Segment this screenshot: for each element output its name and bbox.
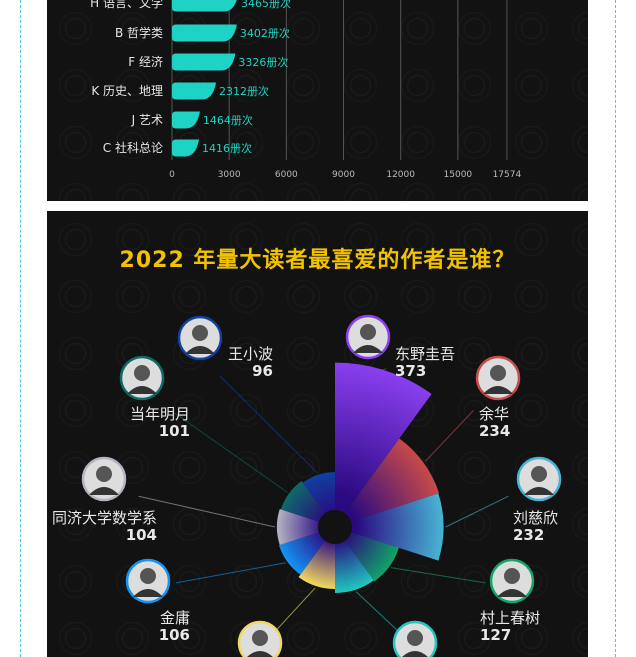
category-label: F 经济 [128, 54, 163, 69]
category-label: J 艺术 [131, 113, 163, 127]
author-value: 232 [513, 526, 544, 544]
leader-line [270, 587, 316, 636]
avatar-head [407, 630, 423, 646]
author-value: 373 [395, 362, 426, 380]
avatar-body [185, 346, 215, 354]
author-value: 106 [159, 626, 190, 644]
author-name: 东野圭吾 [395, 345, 455, 363]
chart-title: 2022 年量大读者最喜爱的作者是谁？ [119, 248, 516, 273]
author-avatar [516, 456, 562, 502]
avatar-head [360, 324, 376, 340]
avatar-body [483, 386, 513, 394]
leader-line [355, 591, 404, 636]
author-value: 101 [159, 422, 190, 440]
bar [172, 53, 236, 71]
author-value: 127 [480, 626, 511, 644]
bar [172, 0, 237, 12]
avatar-head [531, 466, 547, 482]
value-label: 2312册次 [219, 84, 269, 98]
author-name: 金庸 [160, 609, 190, 627]
rose-slice [302, 472, 335, 514]
avatar-head [140, 568, 156, 584]
x-tick-label: 0 [169, 170, 175, 180]
avatar-body [524, 487, 554, 495]
x-tick-label: 15000 [444, 170, 473, 180]
author-value: 96 [252, 362, 273, 380]
avatar-body [247, 651, 273, 657]
center-hole [318, 510, 352, 544]
avatar-head [96, 466, 112, 482]
right-border [615, 0, 616, 657]
avatar-head [192, 325, 208, 341]
author-avatar [81, 456, 127, 502]
bar [172, 139, 199, 157]
author-avatar [237, 620, 283, 657]
author-avatar [345, 314, 391, 360]
author-name: 当年明月 [130, 405, 190, 423]
rose-slice [279, 532, 326, 575]
x-tick-label: 6000 [275, 170, 298, 180]
author-avatar [119, 355, 165, 401]
author-avatar [392, 620, 438, 657]
bar [172, 24, 237, 42]
leader-line [445, 495, 509, 528]
leader-line [362, 368, 387, 376]
author-avatar [125, 558, 171, 604]
author-value: 234 [479, 422, 510, 440]
leader-line [175, 562, 286, 584]
author-name: 王小波 [228, 345, 273, 363]
avatar-body [402, 651, 428, 657]
rose-slice [276, 509, 319, 545]
avatar-body [89, 487, 119, 495]
rose-slice [335, 362, 432, 514]
bar-chart: 0 3000 6000 9000 12000 15000 17574 H 语言、文学 3465册… [90, 0, 522, 180]
value-label: 3465册次 [241, 0, 291, 10]
leader-line [170, 409, 288, 493]
category-bar-chart-panel: 0 3000 6000 9000 12000 15000 17574 H 语言、文学 3465册… [47, 0, 588, 201]
author-name: 刘慈欣 [513, 509, 558, 527]
bar [172, 82, 217, 100]
avatar-body [133, 589, 163, 597]
author-avatar [489, 558, 535, 604]
avatar-head [252, 630, 268, 646]
author-name: 同济大学数学系 [52, 509, 157, 527]
rose-slice [280, 480, 326, 522]
author-name: 村上春树 [480, 609, 540, 627]
avatar-body [353, 345, 383, 353]
leader-line [138, 495, 276, 528]
author-value: 104 [126, 526, 157, 544]
value-label: 3402册次 [240, 26, 290, 40]
rose-slice [344, 532, 399, 582]
rose-slice [335, 540, 374, 593]
value-label: 1464册次 [203, 113, 253, 127]
avatar-head [504, 568, 520, 584]
category-label: B 哲学类 [115, 25, 163, 40]
leader-line [390, 567, 486, 584]
author-rose-chart-panel: 2022 年量大读者最喜爱的作者是谁？ 东野圭吾 373 余华 234 刘慈欣 232 村上… [47, 211, 588, 657]
x-tick-label: 12000 [386, 170, 415, 180]
category-label: K 历史、地理 [91, 84, 163, 98]
value-label: 1416册次 [202, 141, 252, 155]
avatar-body [127, 386, 157, 394]
author-avatar [475, 355, 521, 401]
leader-line [219, 375, 318, 474]
category-label: C 社科总论 [103, 140, 163, 155]
x-tick-label: 9000 [332, 170, 355, 180]
leader-line [424, 410, 474, 462]
value-label: 3326册次 [238, 55, 288, 69]
avatar-head [490, 365, 506, 381]
avatar-head [134, 365, 150, 381]
x-tick-label: 17574 [493, 170, 522, 180]
author-avatar [177, 315, 223, 361]
bar [172, 111, 200, 129]
rose-slice [298, 540, 335, 590]
category-label: H 语言、文学 [90, 0, 163, 10]
rose-slice [351, 493, 444, 561]
x-tick-label: 3000 [218, 170, 241, 180]
rose-slice [344, 438, 440, 522]
left-border [20, 0, 21, 657]
avatar-body [497, 589, 527, 597]
author-name: 余华 [479, 405, 509, 423]
